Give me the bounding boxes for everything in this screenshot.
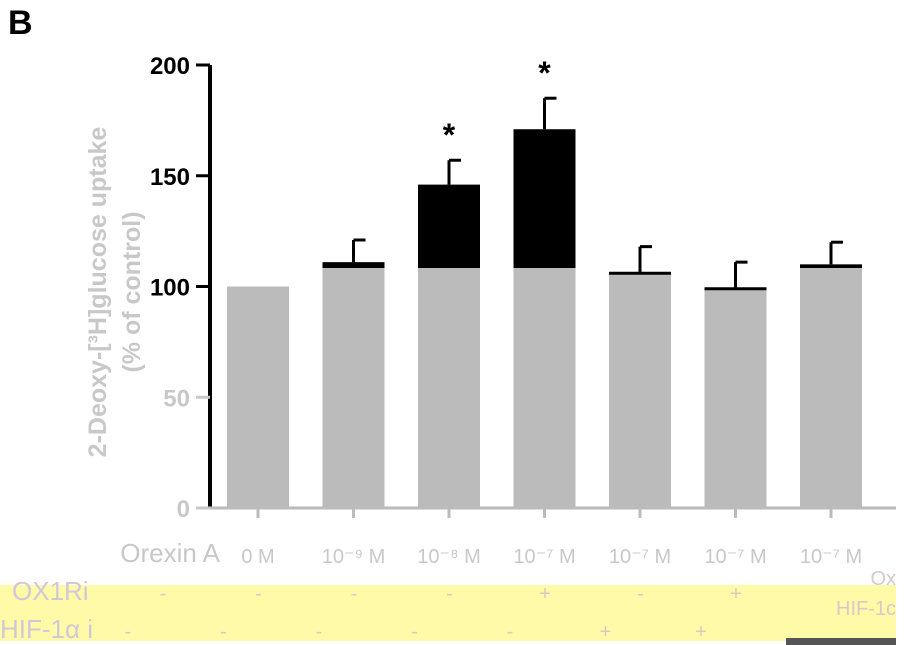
significance-3: * [538, 55, 551, 91]
y-axis-label-line1: 2-Deoxy-[³H]glucose uptake [84, 127, 112, 458]
row-2-value-1: - [220, 621, 227, 643]
row-2-value-6: + [695, 621, 707, 643]
bar-top-3 [513, 129, 576, 268]
bar-base-0 [227, 286, 289, 508]
bar-base-5 [704, 288, 767, 508]
x-tick-label-2: 10⁻⁸ M [417, 546, 480, 568]
row-2-value-5: + [600, 621, 612, 643]
bar-base-4 [609, 273, 671, 508]
bar-base-3 [513, 268, 576, 508]
y-axis-label-line2: (% of control) [118, 211, 146, 372]
x-tick-label-6: 10⁻⁷ M [800, 546, 862, 568]
bar-top-6 [800, 264, 862, 268]
row-label-1: OX1Ri [12, 576, 89, 606]
row-label-orexin: Orexin A [120, 538, 220, 568]
bar-base-6 [800, 268, 862, 508]
x-tick-label-3: 10⁻⁷ M [513, 546, 575, 568]
right-label-1: HIF-1c [836, 598, 896, 620]
x-tick-label-5: 10⁻⁷ M [704, 546, 766, 568]
row-1-value-5: - [637, 583, 644, 605]
bar-base-2 [418, 268, 480, 508]
y-tick-label-4: 200 [150, 53, 190, 80]
row-1-value-1: - [255, 583, 262, 605]
panel-label: B [8, 4, 33, 42]
significance-2: * [443, 117, 456, 153]
row-1-value-3: - [446, 583, 453, 605]
row-1-value-4: + [539, 583, 551, 605]
row-2-value-3: - [411, 621, 418, 643]
x-tick-label-1: 10⁻⁹ M [322, 546, 386, 568]
right-labels: Ox HIF-1c [836, 568, 896, 620]
row-2-value-2: - [316, 621, 323, 643]
bar-base-1 [322, 268, 385, 508]
scrollbar-stub [786, 638, 896, 645]
row-1-value-6: + [730, 583, 742, 605]
x-tick-label-0: 0 M [241, 546, 274, 568]
x-tick-label-4: 10⁻⁷ M [609, 546, 671, 568]
bar-top-2 [418, 184, 480, 268]
row-2-value-0: - [125, 621, 132, 643]
x-tick-labels: Orexin A 0 M 10⁻⁹ M 10⁻⁸ M 10⁻⁷ M 10⁻⁷ M 10⁻⁷ … [120, 538, 862, 568]
y-tick-label-0: 0 [177, 496, 190, 523]
bar-top-1 [322, 262, 385, 268]
treatment-band [0, 585, 896, 641]
bars-group [227, 129, 862, 508]
row-1-value-0: - [160, 583, 167, 605]
y-axis: 0 50 100 150 200 [150, 53, 896, 523]
y-tick-label-3: 150 [150, 164, 190, 191]
error-bars-group: ** [352, 55, 843, 291]
row-label-2: HIF-1α i [0, 614, 93, 644]
treatment-rows: OX1Ri - - - - + - + HIF-1α i - - - - - + + [0, 576, 742, 644]
right-label-0: Ox [870, 568, 896, 590]
row-1-value-2: - [351, 583, 358, 605]
y-tick-label-1: 50 [163, 385, 190, 412]
y-tick-label-2: 100 [150, 275, 190, 302]
row-2-value-4: - [507, 621, 514, 643]
